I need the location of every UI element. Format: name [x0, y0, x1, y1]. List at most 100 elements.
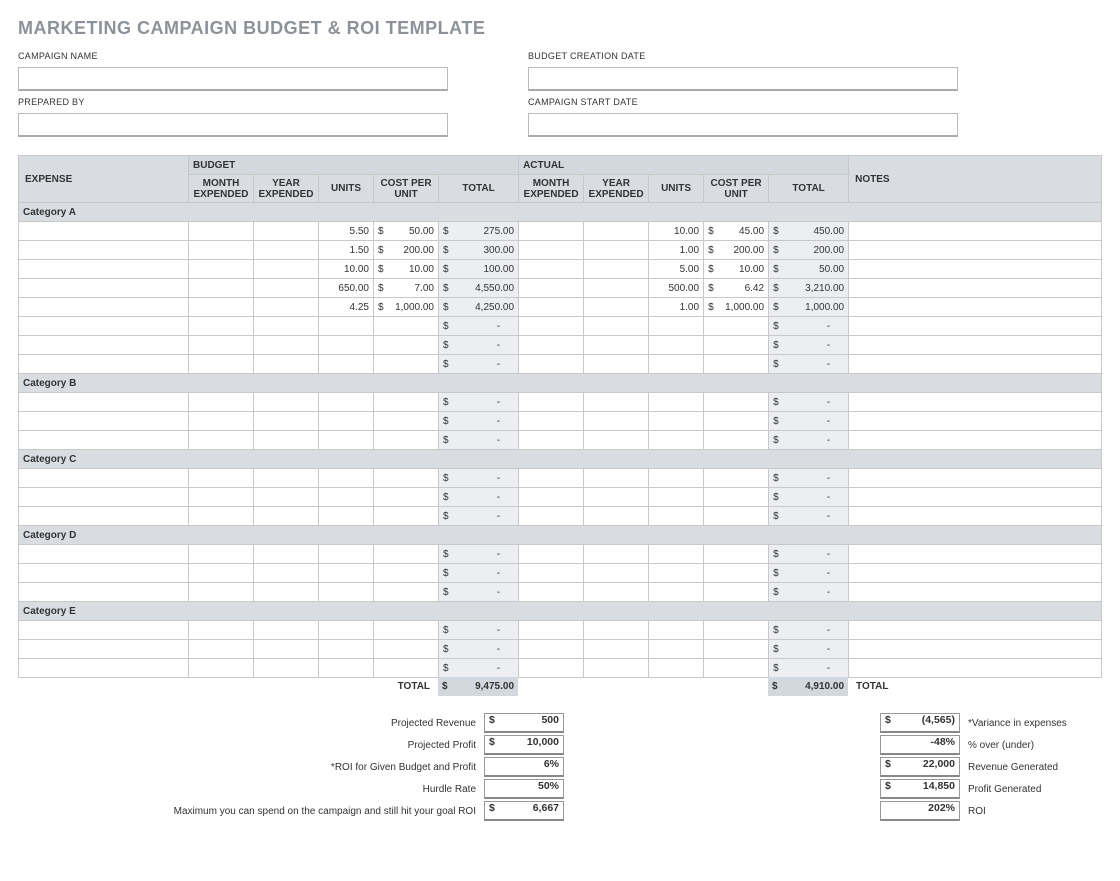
- cell[interactable]: [584, 621, 649, 640]
- cell[interactable]: [374, 431, 439, 450]
- cell[interactable]: 1.50: [319, 241, 374, 260]
- cell[interactable]: $-: [439, 564, 519, 583]
- cell[interactable]: [849, 355, 1102, 374]
- cell[interactable]: $-: [439, 507, 519, 526]
- cell[interactable]: $-: [769, 564, 849, 583]
- cell[interactable]: [584, 260, 649, 279]
- cell[interactable]: [849, 260, 1102, 279]
- cell[interactable]: $-: [439, 355, 519, 374]
- cell[interactable]: [319, 355, 374, 374]
- campaign-name-input[interactable]: [18, 67, 448, 91]
- cell[interactable]: [374, 488, 439, 507]
- cell[interactable]: $-: [439, 621, 519, 640]
- cell[interactable]: [584, 279, 649, 298]
- cell[interactable]: [374, 545, 439, 564]
- cell[interactable]: [519, 393, 584, 412]
- cell[interactable]: 1.00: [649, 298, 704, 317]
- cell[interactable]: [704, 621, 769, 640]
- cell[interactable]: [849, 241, 1102, 260]
- cell[interactable]: [19, 241, 189, 260]
- cell[interactable]: [849, 545, 1102, 564]
- cell[interactable]: [19, 545, 189, 564]
- cell[interactable]: [584, 317, 649, 336]
- cell[interactable]: [189, 564, 254, 583]
- cell[interactable]: $10.00: [704, 260, 769, 279]
- cell[interactable]: [584, 488, 649, 507]
- cell[interactable]: $-: [439, 393, 519, 412]
- cell[interactable]: [254, 621, 319, 640]
- cell[interactable]: [584, 393, 649, 412]
- cell[interactable]: [19, 412, 189, 431]
- cell[interactable]: [849, 488, 1102, 507]
- cell[interactable]: [319, 317, 374, 336]
- cell[interactable]: [254, 336, 319, 355]
- cell[interactable]: [519, 640, 584, 659]
- cell[interactable]: [189, 431, 254, 450]
- cell[interactable]: [519, 621, 584, 640]
- cell[interactable]: $-: [769, 545, 849, 564]
- cell[interactable]: $-: [439, 488, 519, 507]
- cell[interactable]: [374, 640, 439, 659]
- cell[interactable]: $200.00: [374, 241, 439, 260]
- cell[interactable]: $-: [439, 412, 519, 431]
- cell[interactable]: [254, 298, 319, 317]
- cell[interactable]: [584, 659, 649, 678]
- cell[interactable]: [319, 507, 374, 526]
- cell[interactable]: [519, 431, 584, 450]
- cell[interactable]: 4.25: [319, 298, 374, 317]
- cell[interactable]: [254, 279, 319, 298]
- cell[interactable]: [649, 583, 704, 602]
- cell[interactable]: [849, 298, 1102, 317]
- cell[interactable]: [254, 659, 319, 678]
- cell[interactable]: [519, 412, 584, 431]
- cell[interactable]: [584, 355, 649, 374]
- cell[interactable]: [319, 583, 374, 602]
- cell[interactable]: [319, 488, 374, 507]
- cell[interactable]: $200.00: [769, 241, 849, 260]
- cell[interactable]: [189, 659, 254, 678]
- cell[interactable]: [319, 640, 374, 659]
- cell[interactable]: 5.50: [319, 222, 374, 241]
- cell[interactable]: [189, 583, 254, 602]
- cell[interactable]: [319, 564, 374, 583]
- cell[interactable]: [319, 621, 374, 640]
- cell[interactable]: $-: [769, 507, 849, 526]
- metric-value[interactable]: 50%: [484, 779, 564, 799]
- cell[interactable]: [704, 545, 769, 564]
- metric-value[interactable]: $14,850: [880, 779, 960, 799]
- cell[interactable]: $6.42: [704, 279, 769, 298]
- cell[interactable]: [519, 355, 584, 374]
- cell[interactable]: [519, 507, 584, 526]
- cell[interactable]: [374, 393, 439, 412]
- cell[interactable]: [19, 564, 189, 583]
- cell[interactable]: [584, 336, 649, 355]
- cell[interactable]: [254, 241, 319, 260]
- cell[interactable]: $-: [769, 488, 849, 507]
- cell[interactable]: [254, 431, 319, 450]
- cell[interactable]: [19, 298, 189, 317]
- cell[interactable]: $-: [439, 659, 519, 678]
- cell[interactable]: $-: [769, 336, 849, 355]
- cell[interactable]: [704, 564, 769, 583]
- cell[interactable]: [374, 412, 439, 431]
- cell[interactable]: [19, 336, 189, 355]
- cell[interactable]: [189, 222, 254, 241]
- cell[interactable]: [189, 640, 254, 659]
- cell[interactable]: [519, 260, 584, 279]
- cell[interactable]: 650.00: [319, 279, 374, 298]
- cell[interactable]: [519, 564, 584, 583]
- cell[interactable]: $275.00: [439, 222, 519, 241]
- metric-value[interactable]: $6,667: [484, 801, 564, 821]
- cell[interactable]: $-: [769, 431, 849, 450]
- cell[interactable]: [374, 507, 439, 526]
- cell[interactable]: [704, 355, 769, 374]
- cell[interactable]: $3,210.00: [769, 279, 849, 298]
- cell[interactable]: $-: [439, 431, 519, 450]
- cell[interactable]: $-: [439, 640, 519, 659]
- cell[interactable]: [849, 393, 1102, 412]
- cell[interactable]: [189, 355, 254, 374]
- cell[interactable]: [849, 583, 1102, 602]
- cell[interactable]: [319, 412, 374, 431]
- cell[interactable]: [649, 336, 704, 355]
- cell[interactable]: [704, 488, 769, 507]
